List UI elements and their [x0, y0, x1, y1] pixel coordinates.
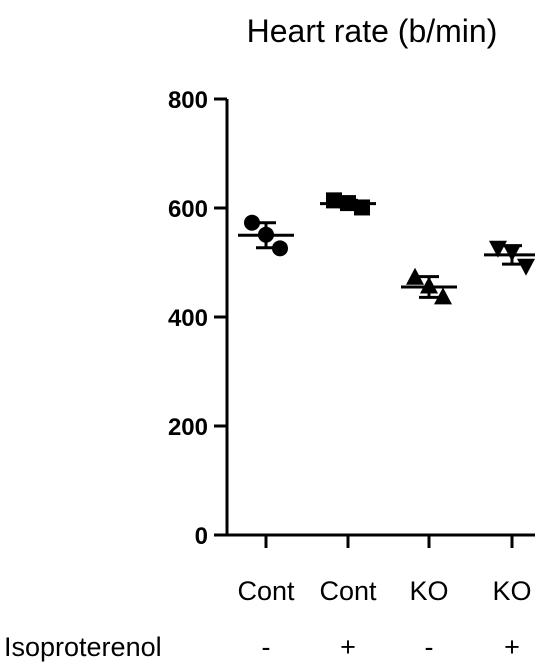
chart-title: Heart rate (b/min)	[247, 13, 498, 49]
data-point-triangle-down	[517, 258, 535, 276]
group-1	[320, 192, 376, 216]
data-point-triangle-down	[489, 240, 507, 258]
x-category-label: KO	[409, 576, 448, 606]
y-tick-label: 400	[168, 305, 208, 332]
group-2	[401, 267, 457, 305]
x-category-label: KO	[492, 576, 531, 606]
y-tick-label: 800	[168, 87, 208, 114]
data-point-triangle-down	[503, 244, 521, 262]
treatment-label: +	[340, 632, 356, 662]
group-3	[484, 240, 535, 276]
x-category-label: Cont	[237, 576, 295, 606]
data-point-circle	[244, 214, 260, 231]
x-category-label: Cont	[319, 576, 377, 606]
data-point-circle	[272, 240, 288, 257]
x-axis-ticks	[264, 535, 514, 548]
data-groups	[238, 192, 535, 305]
data-point-triangle-up	[420, 276, 438, 294]
data-point-triangle-up	[406, 267, 424, 285]
data-point-triangle-up	[434, 287, 452, 305]
x-category-labels: Cont Cont KO KO	[237, 576, 531, 606]
y-tick-label: 600	[168, 196, 208, 223]
y-tick-label: 200	[168, 414, 208, 441]
treatment-label: -	[262, 632, 271, 662]
row-label-isoproterenol: Isoproterenol	[4, 632, 162, 662]
group-0	[238, 214, 294, 257]
y-tick-label: 0	[195, 523, 208, 550]
data-point-square	[326, 192, 342, 209]
data-point-square	[354, 199, 370, 216]
y-axis-ticks: 0 200 400 600 800	[168, 87, 227, 550]
treatment-label: -	[425, 632, 434, 662]
treatment-label: +	[504, 632, 520, 662]
treatment-labels: - + - +	[262, 632, 520, 662]
